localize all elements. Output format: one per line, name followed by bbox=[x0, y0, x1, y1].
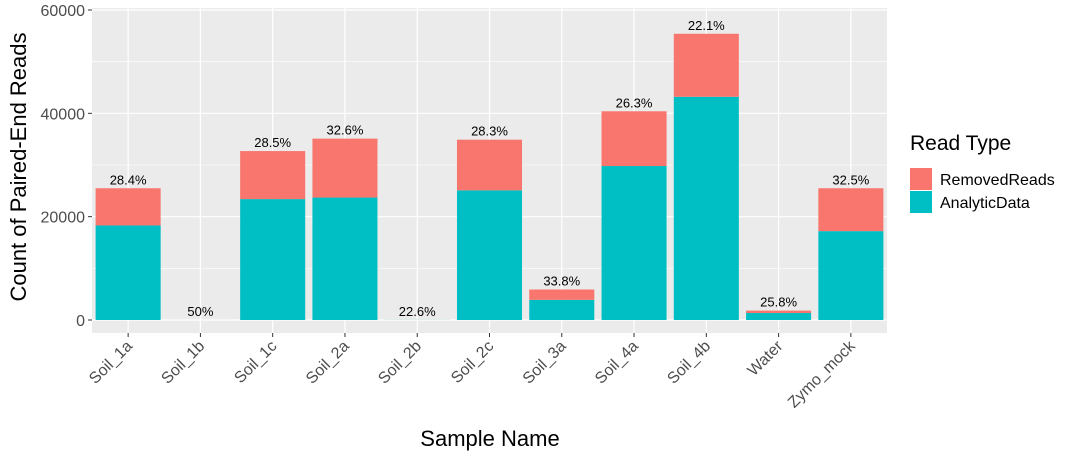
bar-analyticdata-water bbox=[746, 313, 812, 320]
legend-label-removed-reads: RemovedReads bbox=[940, 172, 1055, 189]
bar-analyticdata-soil_4a bbox=[601, 166, 667, 320]
bar-label: 25.8% bbox=[760, 295, 797, 310]
bar-analyticdata-soil_1c bbox=[240, 199, 306, 320]
x-axis-title: Sample Name bbox=[420, 426, 559, 451]
bar-label: 28.5% bbox=[254, 135, 291, 150]
bar-label: 33.8% bbox=[543, 274, 580, 289]
y-axis: 0 20000 40000 60000 bbox=[41, 3, 92, 330]
bar-label: 32.6% bbox=[327, 123, 364, 138]
bar-removedreads-soil_4a bbox=[601, 111, 667, 167]
x-tick-label: Soil_1c bbox=[231, 338, 280, 387]
x-tick-label: Soil_2a bbox=[303, 338, 353, 388]
x-tick-label: Zymo_mock bbox=[785, 337, 859, 411]
y-tick-label: 60000 bbox=[41, 3, 86, 20]
x-tick-label: Water bbox=[745, 337, 787, 379]
legend: Read Type RemovedReads AnalyticData bbox=[910, 132, 1055, 213]
y-tick-label: 20000 bbox=[41, 210, 86, 227]
y-tick-label: 40000 bbox=[41, 106, 86, 123]
y-axis-title: Count of Paired-End Reads bbox=[6, 32, 31, 301]
bar-percentage-labels: 28.4% 50% 28.5% 32.6% 22.6% 28.3% 33.8% 26.3% 22… bbox=[110, 18, 870, 319]
x-tick-label: Soil_4a bbox=[592, 338, 642, 388]
bar-removedreads-soil_2a bbox=[312, 138, 378, 198]
x-tick-label: Soil_1b bbox=[158, 338, 208, 388]
bar-label: 28.4% bbox=[110, 172, 147, 187]
bar-label: 22.6% bbox=[399, 304, 436, 319]
bar-removedreads-soil_1c bbox=[240, 151, 306, 200]
legend-swatch-analytic-data bbox=[910, 191, 932, 213]
x-tick-label: Soil_1a bbox=[86, 338, 136, 388]
x-axis: Soil_1a Soil_1b Soil_1c Soil_2a Soil_2b Soil_… bbox=[86, 333, 859, 411]
bar-removedreads-soil_2c bbox=[456, 139, 523, 191]
bar-removedreads-soil_1a bbox=[95, 188, 161, 226]
bar-analyticdata-soil_1a bbox=[95, 225, 161, 320]
legend-label-analytic-data: AnalyticData bbox=[940, 195, 1030, 212]
y-tick-label: 0 bbox=[76, 313, 85, 330]
bar-analyticdata-soil_4b bbox=[673, 96, 739, 320]
legend-swatch-removed-reads bbox=[910, 168, 932, 190]
bar-analyticdata-soil_3a bbox=[529, 299, 595, 320]
bar-label: 26.3% bbox=[616, 95, 653, 110]
bar-removedreads-soil_4b bbox=[673, 33, 739, 97]
bar-label: 28.3% bbox=[471, 124, 508, 139]
bar-removedreads-soil_3a bbox=[529, 289, 595, 300]
bar-label: 32.5% bbox=[832, 172, 869, 187]
bar-analyticdata-zymo_mock bbox=[818, 231, 884, 320]
x-tick-label: Soil_3a bbox=[520, 338, 570, 388]
x-tick-label: Soil_2c bbox=[448, 338, 497, 387]
bar-analyticdata-soil_2c bbox=[456, 190, 523, 320]
x-tick-label: Soil_2b bbox=[375, 338, 425, 388]
bars bbox=[95, 33, 884, 320]
bar-label: 22.1% bbox=[688, 18, 725, 33]
bar-removedreads-zymo_mock bbox=[818, 188, 884, 232]
bar-analyticdata-soil_2a bbox=[312, 197, 378, 320]
bar-removedreads-water bbox=[746, 310, 812, 314]
bar-label: 50% bbox=[187, 304, 213, 319]
x-tick-label: Soil_4b bbox=[664, 338, 714, 388]
legend-title: Read Type bbox=[910, 132, 1011, 155]
